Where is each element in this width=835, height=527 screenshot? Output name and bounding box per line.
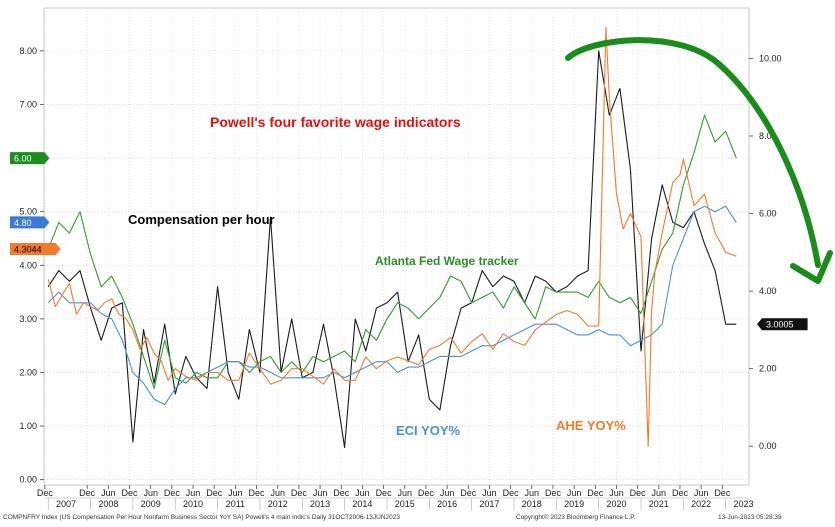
x-month-label: Jun (652, 488, 667, 498)
footer-copyright: Copyright© 2023 Bloomberg Finance L.P. (516, 513, 636, 521)
x-year-label: 2009 (141, 499, 161, 509)
x-year-label: 2015 (395, 499, 415, 509)
series-eci-yoy- (47, 205, 737, 406)
x-year-label: 2014 (352, 499, 372, 509)
left-tick-label: 3.00 (19, 314, 37, 324)
x-year-label: 2007 (56, 499, 76, 509)
x-month-label: Jun (482, 488, 497, 498)
value-badge (757, 318, 808, 331)
x-year-label: 2023 (733, 499, 753, 509)
x-month-label: Dec (333, 488, 350, 498)
right-tick-label: 0.00 (759, 441, 777, 451)
plot-area (43, 7, 750, 486)
series-ahe-yoy- (47, 26, 737, 447)
x-month-label: Dec (545, 488, 562, 498)
label-ahe: AHE YOY% (556, 418, 626, 433)
x-month-label: Jun (525, 488, 540, 498)
x-month-label: Jun (313, 488, 328, 498)
x-month-label: Dec (37, 488, 54, 498)
footer-source: COMPNFRY Index (US Compensation Per Hour… (3, 514, 400, 521)
x-month-label: Jun (567, 488, 582, 498)
x-month-label: Dec (79, 488, 96, 498)
x-month-label: Dec (291, 488, 308, 498)
x-month-label: Jun (143, 488, 158, 498)
left-axis: 0.001.002.003.004.005.006.007.008.00 (19, 46, 44, 485)
series-compensation-per-hour (47, 50, 737, 449)
x-month-label: Jun (609, 488, 624, 498)
right-tick-label: 10.00 (759, 53, 782, 63)
x-month-label: Dec (122, 488, 139, 498)
right-tick-label: 6.00 (759, 209, 777, 219)
x-month-label: Jun (355, 488, 370, 498)
x-month-label: Jun (270, 488, 285, 498)
left-tick-label: 7.00 (19, 99, 37, 109)
x-month-label: Jun (228, 488, 243, 498)
left-tick-label: 0.00 (19, 475, 37, 485)
left-tick-label: 8.00 (19, 46, 37, 56)
left-tick-label: 1.00 (19, 421, 37, 431)
right-axis: 0.00 2.00 4.00 6.00 8.00 10.00 (749, 53, 782, 451)
x-year-label: 2012 (268, 499, 288, 509)
x-year-label: 2018 (522, 499, 542, 509)
x-year-label: 2010 (183, 499, 203, 509)
right-tick-label: 8.00 (759, 131, 777, 141)
value-badges: 6.00 4.80 4.3044 3.0005 (10, 152, 808, 331)
chart-title: Powell's four favorite wage indicators (210, 114, 461, 130)
value-badge-label: 4.3044 (14, 244, 42, 254)
right-tick-label: 2.00 (759, 364, 777, 374)
left-tick-label: 4.00 (19, 260, 37, 270)
hand-drawn-arrow (565, 37, 821, 268)
x-year-label: 2016 (437, 499, 457, 509)
x-month-label: Dec (672, 488, 689, 498)
value-badge-label: 6.00 (14, 154, 32, 164)
x-month-label: Dec (630, 488, 647, 498)
x-year-label: 2020 (606, 499, 626, 509)
label-atlanta: Atlanta Fed Wage tracker (375, 254, 519, 268)
grid (44, 8, 749, 485)
hand-drawn-arrowhead (790, 250, 833, 284)
left-tick-label: 2.00 (19, 367, 37, 377)
x-month-label: Jun (186, 488, 201, 498)
x-month-label: Dec (714, 488, 731, 498)
value-badge-label: 3.0005 (766, 320, 794, 330)
series-layer (47, 26, 737, 449)
x-year-label: 2021 (649, 499, 669, 509)
x-axis: Dec Dec Jun Dec Jun Dec Jun Dec Jun Dec Jun Dec Jun D… (37, 485, 754, 510)
x-year-label: 2011 (226, 499, 245, 509)
right-tick-label: 4.00 (759, 286, 777, 296)
value-badge (10, 152, 50, 165)
x-month-label: Dec (376, 488, 393, 498)
x-year-label: 2022 (691, 499, 711, 509)
left-tick-label: 5.00 (19, 207, 37, 217)
x-month-label: Jun (101, 488, 116, 498)
x-month-label: Dec (503, 488, 520, 498)
value-badge-label: 4.80 (14, 218, 32, 228)
x-year-label: 2008 (98, 499, 118, 509)
x-month-label: Jun (440, 488, 455, 498)
x-month-label: Dec (164, 488, 181, 498)
x-month-label: Jun (397, 488, 412, 498)
x-month-label: Jun (694, 488, 709, 498)
x-month-label: Dec (418, 488, 435, 498)
value-badge (10, 242, 61, 255)
label-compensation: Compensation per hour (128, 212, 275, 227)
x-month-label: Dec (206, 488, 223, 498)
label-eci: ECI YOY% (396, 423, 461, 438)
footer-timestamp: 13-Jun-2023 05:28:39 (718, 514, 782, 521)
x-month-label: Dec (587, 488, 604, 498)
value-badge (10, 216, 50, 229)
x-month-label: Dec (460, 488, 477, 498)
series-atlanta-fed-wage-tracker (47, 114, 737, 390)
x-year-label: 2019 (564, 499, 584, 509)
x-year-label: 2013 (310, 499, 330, 509)
x-month-label: Dec (249, 488, 266, 498)
x-year-label: 2017 (479, 499, 499, 509)
